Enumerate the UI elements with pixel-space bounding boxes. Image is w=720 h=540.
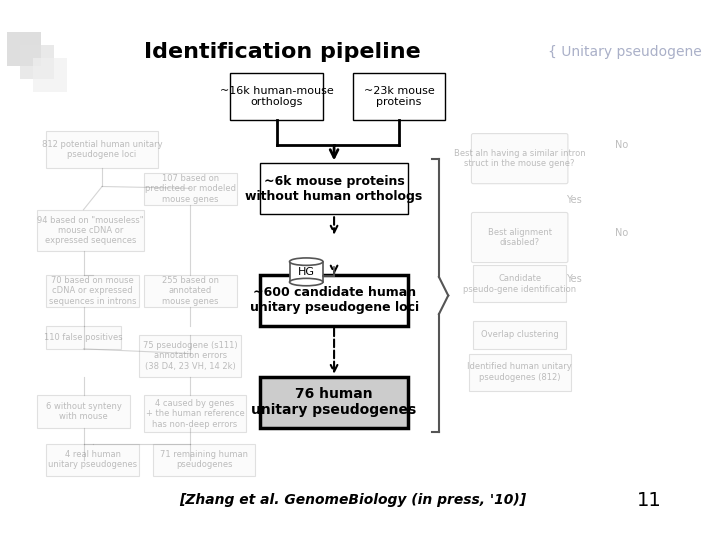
Bar [33,58,67,92]
FancyBboxPatch shape [260,163,408,214]
Text: 255 based on
annotated
mouse genes: 255 based on annotated mouse genes [162,276,219,306]
FancyBboxPatch shape [230,73,323,120]
Bar [144,275,237,307]
Text: Yes: Yes [566,274,581,284]
Text: 6 without synteny
with mouse: 6 without synteny with mouse [45,402,122,421]
Text: 76 human
unitary pseudogenes: 76 human unitary pseudogenes [251,387,417,417]
Text: ~23k mouse
proteins: ~23k mouse proteins [364,86,434,107]
FancyBboxPatch shape [289,262,323,282]
Text: Best alignment
disabled?: Best alignment disabled? [487,228,552,247]
Bar [144,173,237,205]
Text: 812 potential human unitary
pseudogene loci: 812 potential human unitary pseudogene l… [42,140,163,159]
Ellipse shape [289,278,323,286]
Text: 75 pseudogene (s111)
annotation errors
(38 D4, 23 VH, 14 2k): 75 pseudogene (s111) annotation errors (… [143,341,238,371]
FancyBboxPatch shape [353,73,446,120]
Bar [46,326,121,349]
Bar [46,275,139,307]
Text: Identified human unitary
pseudogenes (812): Identified human unitary pseudogenes (81… [467,362,572,382]
Text: No: No [615,228,629,238]
Bar [469,354,571,390]
Text: 4 caused by genes
+ the human reference
has non-deep errors: 4 caused by genes + the human reference … [145,399,244,429]
Text: HG: HG [298,267,315,277]
Text: ~600 candidate human
unitary pseudogene loci: ~600 candidate human unitary pseudogene … [250,286,418,314]
Text: 4 real human
unitary pseudogenes: 4 real human unitary pseudogenes [48,450,138,469]
Text: 71 remaining human
pseudogenes: 71 remaining human pseudogenes [160,450,248,469]
Text: ~6k mouse proteins
without human orthologs: ~6k mouse proteins without human ortholo… [246,175,423,203]
Text: Yes: Yes [566,195,581,205]
Text: 94 based on "mouseless"
mouse cDNA or
expressed sequences: 94 based on "mouseless" mouse cDNA or ex… [37,215,144,246]
Ellipse shape [289,258,323,265]
Bar [37,210,144,252]
Text: 107 based on
predicted or modeled
mouse genes: 107 based on predicted or modeled mouse … [145,174,235,204]
Bar [153,443,255,476]
Bar [473,265,566,302]
Text: Identification pipeline: Identification pipeline [144,42,420,62]
Text: Candidate
pseudo-gene identification: Candidate pseudo-gene identification [463,274,576,294]
Text: No: No [615,140,629,150]
Text: { Unitary pseudogene: { Unitary pseudogene [547,45,701,59]
Text: 110 false positives: 110 false positives [44,333,123,342]
Bar [37,395,130,428]
Text: Best aln having a similar intron
struct in the mouse gene?: Best aln having a similar intron struct … [454,149,585,168]
Bar [473,321,566,349]
FancyBboxPatch shape [260,275,408,326]
Text: 70 based on mouse
cDNA or expressed
sequences in introns: 70 based on mouse cDNA or expressed sequ… [49,276,137,306]
FancyBboxPatch shape [472,133,568,184]
Bar [20,45,54,79]
Text: ~16k human-mouse
orthologs: ~16k human-mouse orthologs [220,86,333,107]
Text: [Zhang et al. GenomeBiology (in press, '10)]: [Zhang et al. GenomeBiology (in press, '… [179,493,526,507]
Text: Overlap clustering: Overlap clustering [481,330,559,340]
Bar [139,335,241,377]
Bar [144,395,246,433]
Bar [7,32,41,66]
Bar [46,131,158,168]
Bar [46,443,139,476]
FancyBboxPatch shape [472,212,568,262]
FancyBboxPatch shape [260,377,408,428]
Text: 11: 11 [637,491,662,510]
